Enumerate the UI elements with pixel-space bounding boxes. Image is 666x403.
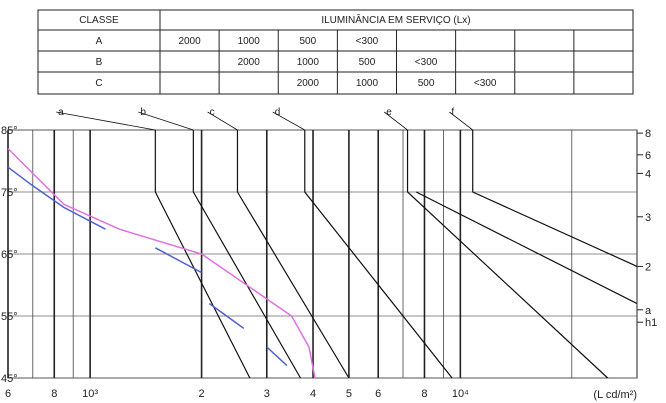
right-tick-label: a <box>645 305 652 317</box>
y-tick-label: 65° <box>1 249 18 261</box>
right-tick-label: 4 <box>645 168 651 180</box>
table-cell-classe: C <box>95 78 102 89</box>
right-tick-label: 3 <box>645 212 651 224</box>
x-tick-label: 6 <box>5 388 11 400</box>
x-tick-label: 8 <box>421 388 427 400</box>
table-cell-value: 1000 <box>356 78 379 89</box>
y-tick-label: 85° <box>1 125 18 137</box>
x-tick-label: 4 <box>310 388 316 400</box>
grid-lines <box>7 129 638 379</box>
highlight-curve <box>266 346 288 367</box>
right-tick-label: 6 <box>645 150 651 162</box>
y-tick-label: 45° <box>1 373 18 385</box>
curve-leader-a <box>56 111 156 131</box>
table-cell-value: 1000 <box>297 57 320 68</box>
x-tick-label: 5 <box>346 388 352 400</box>
curve-letter-b: b <box>140 107 146 118</box>
curve-letter-c: c <box>210 107 215 118</box>
glare-curve-a <box>154 130 251 379</box>
table-cell-value: 500 <box>359 57 376 68</box>
x-tick-label: 10⁴ <box>452 388 469 400</box>
highlight-curve <box>7 166 106 230</box>
table-header-illuminance: ILUMINÂNCIA EM SERVIÇO (Lx) <box>321 13 470 26</box>
curve-letter-d: d <box>275 107 281 118</box>
highlight-curve <box>208 302 245 330</box>
glare-curves: a b c d e f <box>56 107 638 379</box>
highlight-curve <box>154 247 202 274</box>
right-tick-label: h1 <box>645 317 657 329</box>
highlight-curves <box>7 148 316 379</box>
table-cell-value: 500 <box>418 78 435 89</box>
glare-curve-b <box>192 130 302 379</box>
x-tick-label: 2 <box>199 388 205 400</box>
table-header-classe: CLASSE <box>79 15 119 26</box>
x-tick-label: 6 <box>375 388 381 400</box>
glare-curve-e <box>406 130 609 379</box>
table-cell-value: <300 <box>356 36 379 47</box>
table-cell-value: 2000 <box>297 78 320 89</box>
x-tick-label: 8 <box>51 388 57 400</box>
axis-labels: 85° 75° 65° 55° 45° 6 8 10³ 2 3 4 5 6 8 10⁴ 8 6 4 3 2 ah1 <box>1 125 657 400</box>
illuminance-table: CLASSE ILUMINÂNCIA EM SERVIÇO (Lx) A 2000… <box>37 9 634 95</box>
table-border <box>37 9 634 95</box>
table-cell-value: <300 <box>415 57 438 68</box>
table-rows: A 2000 1000 500 <300 B 2000 1000 500 <300 C 2000 100… <box>95 30 575 94</box>
curve-leader-e <box>383 111 408 131</box>
table-cell-value: <300 <box>474 78 497 89</box>
glare-curve-extra <box>415 191 638 305</box>
highlight-curve <box>7 148 316 379</box>
glare-curve-d <box>304 130 453 379</box>
glare-curve-f <box>472 130 638 267</box>
table-cell-value: 1000 <box>238 36 261 47</box>
y-tick-label: 75° <box>1 187 18 199</box>
curve-letter-f: f <box>451 107 454 118</box>
curve-leader-c <box>207 111 238 131</box>
table-cell-value: 2000 <box>178 36 201 47</box>
curve-letter-e: e <box>386 107 392 118</box>
y-tick-label: 55° <box>1 311 18 323</box>
plot-area: a b c d e f 85° 75° 65° 55° 45° 6 8 10³ 2 3 4 5 6 8 10⁴ 8 6 4 3… <box>1 107 657 401</box>
table-cell-value: 500 <box>299 36 316 47</box>
table-cell-classe: B <box>96 57 103 68</box>
x-tick-label: 3 <box>264 388 270 400</box>
curve-letter-a: a <box>58 107 64 118</box>
glare-curve-c <box>236 130 350 379</box>
x-axis-label: (L cd/m²) <box>593 389 637 401</box>
table-cell-classe: A <box>96 36 103 47</box>
curve-leader-d <box>272 111 305 131</box>
curve-leader-b <box>138 111 194 131</box>
right-tick-label: 8 <box>645 128 651 140</box>
curve-leader-f <box>449 111 473 131</box>
x-tick-label: 10³ <box>82 388 98 400</box>
table-cell-value: 2000 <box>238 57 261 68</box>
right-tick-label: 2 <box>645 261 651 273</box>
